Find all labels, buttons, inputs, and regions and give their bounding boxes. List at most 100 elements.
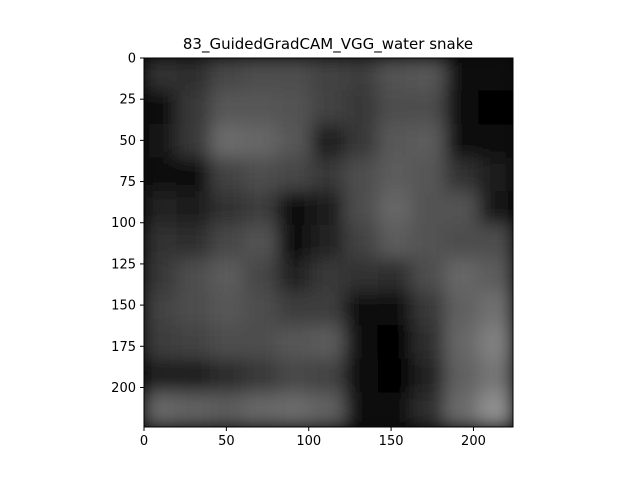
heatmap-cell xyxy=(445,292,481,328)
heatmap-cell xyxy=(478,225,514,261)
y-axis: 0 25 50 75 100 125 150 175 200 xyxy=(111,52,144,396)
heatmap-cell xyxy=(445,258,481,294)
heatmap-cell xyxy=(378,258,414,294)
heatmap-cell xyxy=(311,359,347,395)
heatmap-cell xyxy=(277,124,313,160)
heatmap-cell xyxy=(143,191,179,227)
heatmap-cell xyxy=(478,258,514,294)
heatmap-cell xyxy=(344,191,380,227)
x-tick-label: 200 xyxy=(461,434,486,449)
heatmap-cell xyxy=(244,225,280,261)
heatmap-cell xyxy=(177,158,213,194)
heatmap-cell xyxy=(411,91,447,127)
x-tick-label: 100 xyxy=(296,434,321,449)
heatmap-cell xyxy=(210,158,246,194)
heatmap-cell xyxy=(344,392,380,428)
heatmap-cell xyxy=(445,225,481,261)
heatmap-cell xyxy=(277,191,313,227)
heatmap-cell xyxy=(277,225,313,261)
heatmap-cell xyxy=(277,91,313,127)
heatmap-cell xyxy=(277,325,313,361)
heatmap-cell xyxy=(311,191,347,227)
heatmap-cell xyxy=(411,57,447,93)
heatmap-cell xyxy=(411,258,447,294)
heatmap-cell xyxy=(478,124,514,160)
heatmap-cell xyxy=(445,191,481,227)
heatmap-cell xyxy=(210,392,246,428)
heatmap-cell xyxy=(311,124,347,160)
heatmap-cell xyxy=(277,292,313,328)
heatmap-cell xyxy=(277,392,313,428)
heatmap-cell xyxy=(411,325,447,361)
y-tick-label: 75 xyxy=(119,175,136,190)
heatmap-cell xyxy=(210,124,246,160)
chart-title: 83_GuidedGradCAM_VGG_water snake xyxy=(183,35,473,54)
heatmap-cell xyxy=(344,158,380,194)
heatmap-cell xyxy=(277,359,313,395)
heatmap-cell xyxy=(244,191,280,227)
heatmap-cell xyxy=(478,392,514,428)
heatmap-cell xyxy=(344,124,380,160)
heatmap-cell xyxy=(311,292,347,328)
heatmap-cell xyxy=(143,392,179,428)
heatmap-cell xyxy=(177,258,213,294)
heatmap-cell xyxy=(277,57,313,93)
heatmap-cell xyxy=(244,292,280,328)
heatmap-cell xyxy=(244,359,280,395)
heatmap-cell xyxy=(411,392,447,428)
heatmap-cell xyxy=(143,158,179,194)
heatmap-cell xyxy=(411,292,447,328)
heatmap-cell xyxy=(378,392,414,428)
heatmap-cell xyxy=(344,91,380,127)
heatmap-cell xyxy=(478,191,514,227)
heatmap-cell xyxy=(478,292,514,328)
heatmap-cell xyxy=(344,57,380,93)
heatmap-cell xyxy=(311,258,347,294)
heatmap-cell xyxy=(311,91,347,127)
heatmap-cell xyxy=(177,325,213,361)
heatmap-cell xyxy=(478,91,514,127)
y-tick-label: 0 xyxy=(128,52,136,67)
heatmap-cell xyxy=(277,258,313,294)
heatmap-cell xyxy=(143,292,179,328)
heatmap-cell xyxy=(244,57,280,93)
heatmap-cell xyxy=(143,359,179,395)
heatmap-cell xyxy=(177,359,213,395)
heatmap-cell xyxy=(445,91,481,127)
heatmap-cell xyxy=(143,225,179,261)
heatmap-cell xyxy=(378,57,414,93)
heatmap-cell xyxy=(210,292,246,328)
heatmap-cell xyxy=(177,57,213,93)
heatmap-cell xyxy=(244,124,280,160)
y-tick-label: 100 xyxy=(111,216,136,231)
heatmap-cell xyxy=(244,91,280,127)
heatmap-cell xyxy=(378,292,414,328)
heatmap-cell xyxy=(177,91,213,127)
heatmap-cell xyxy=(411,225,447,261)
heatmap-cell xyxy=(378,91,414,127)
x-tick-label: 0 xyxy=(140,434,148,449)
heatmap-cell xyxy=(244,392,280,428)
heatmap-cell xyxy=(378,225,414,261)
heatmap-cell xyxy=(378,325,414,361)
heatmap-cell xyxy=(210,57,246,93)
heatmap-cell xyxy=(344,359,380,395)
heatmap-cell xyxy=(445,392,481,428)
heatmap-cell xyxy=(177,191,213,227)
heatmap-cell xyxy=(411,359,447,395)
heatmap-cell xyxy=(378,158,414,194)
heatmap-cell xyxy=(311,325,347,361)
heatmap-cell xyxy=(378,124,414,160)
heatmap-cell xyxy=(445,57,481,93)
heatmap-cell xyxy=(445,359,481,395)
heatmap-cell xyxy=(311,57,347,93)
heatmap-cell xyxy=(445,325,481,361)
heatmap-cell xyxy=(210,258,246,294)
heatmap-cell xyxy=(210,191,246,227)
y-tick-label: 150 xyxy=(111,299,136,314)
heatmap-cell xyxy=(244,158,280,194)
heatmap-cell xyxy=(411,191,447,227)
heatmap-cell xyxy=(143,57,179,93)
heatmap-cell xyxy=(277,158,313,194)
heatmap-cell xyxy=(143,124,179,160)
